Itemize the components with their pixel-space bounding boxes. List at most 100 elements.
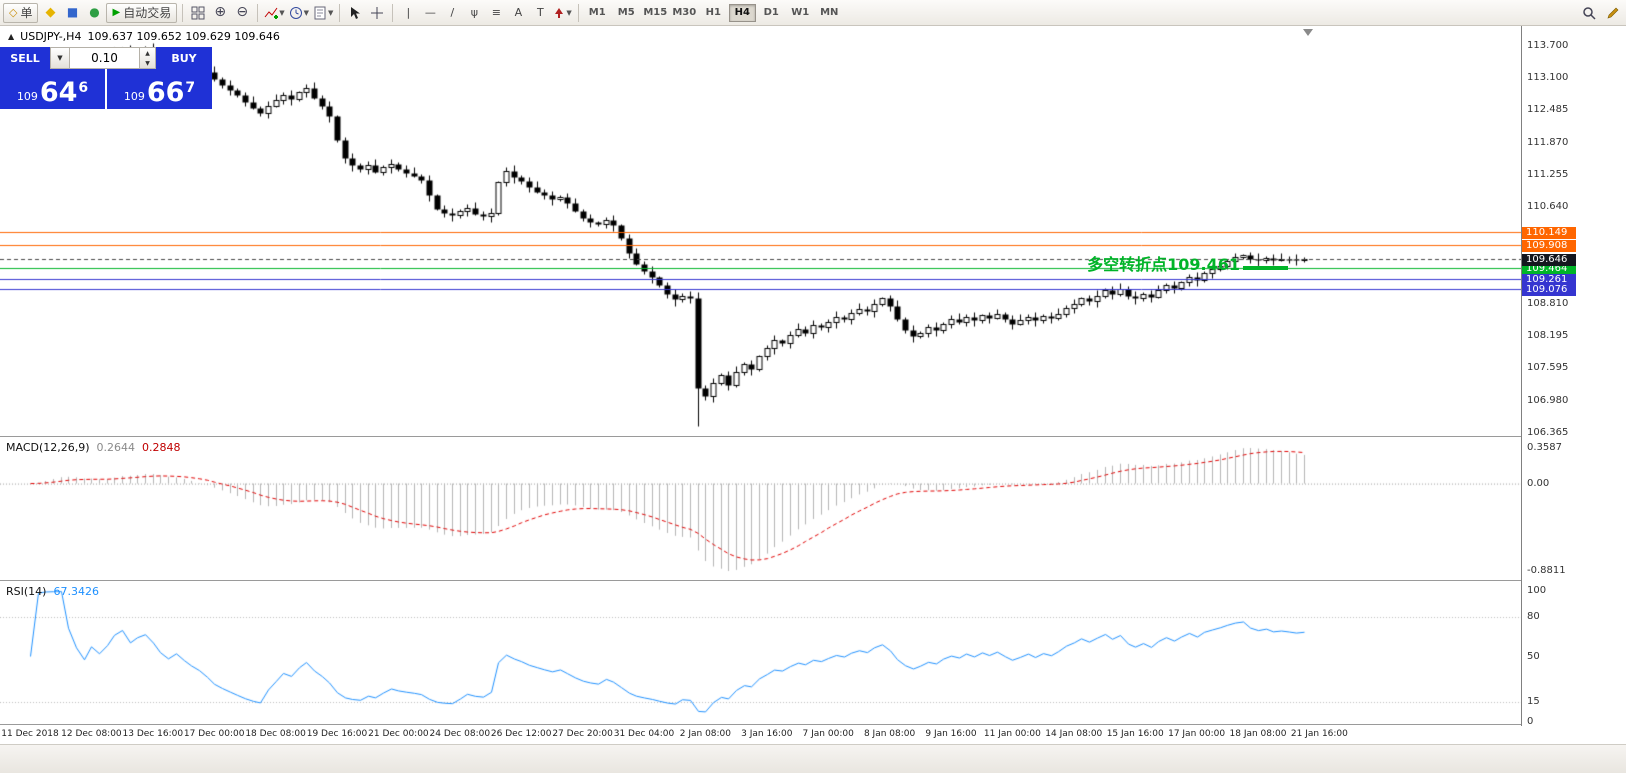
- text-label-tool[interactable]: T: [530, 3, 550, 23]
- charts-window-icon[interactable]: ■: [62, 3, 82, 23]
- timeframe-mn[interactable]: MN: [820, 7, 839, 18]
- level-price-tag: 109.076: [1522, 283, 1576, 296]
- sell-price-button[interactable]: 109 64 6: [0, 69, 105, 109]
- level-price-tag: 109.464: [1522, 262, 1576, 275]
- rsi-panel-canvas[interactable]: [0, 582, 1522, 724]
- pivot-highlight-line: [1243, 266, 1288, 270]
- timeframe-h4[interactable]: H4: [728, 3, 756, 22]
- toolbar-separator: [182, 3, 184, 22]
- time-label: 7 Jan 00:00: [802, 729, 854, 739]
- time-label: 18 Dec 08:00: [245, 729, 306, 739]
- time-axis[interactable]: 11 Dec 2018 12 Dec 08:00 13 Dec 16:00 17 De…: [0, 726, 1626, 744]
- rsi-scale-label: 0: [1527, 716, 1534, 727]
- pencil-icon: [1606, 6, 1620, 20]
- rsi-value: 67.3426: [53, 585, 99, 598]
- dropdown-arrow-icon: ▼: [279, 8, 285, 17]
- dropdown-arrow-icon: ▼: [303, 8, 309, 17]
- lot-dropdown-button[interactable]: ▼: [50, 47, 70, 69]
- edit-button[interactable]: [1603, 3, 1623, 23]
- macd-scale-label: -0.8811: [1527, 565, 1566, 576]
- globe-icon: ●: [89, 5, 100, 19]
- zoom-out-button[interactable]: ⊖: [232, 3, 252, 23]
- trendline-icon: /: [450, 6, 455, 19]
- panel-separator[interactable]: [0, 436, 1626, 437]
- time-label: 9 Jan 16:00: [925, 729, 977, 739]
- timeframe-m1[interactable]: M1: [588, 7, 606, 18]
- lot-decrease-button[interactable]: ▼: [145, 59, 150, 67]
- lot-size-input[interactable]: [70, 48, 139, 68]
- cursor-tool-button[interactable]: [345, 3, 365, 23]
- macd-signal-value: 0.2848: [142, 441, 181, 454]
- new-order-label: 单: [20, 6, 33, 20]
- pivot-annotation-text: 多空转折点109.461: [1087, 255, 1240, 274]
- panel-separator[interactable]: [0, 580, 1626, 581]
- autoscroll-marker-icon[interactable]: [1303, 29, 1313, 36]
- time-label: 14 Jan 08:00: [1045, 729, 1103, 739]
- timeframe-m5[interactable]: M5: [617, 7, 635, 18]
- time-label: 31 Dec 04:00: [613, 729, 675, 739]
- panel-separator[interactable]: [0, 724, 1626, 725]
- buy-price-button[interactable]: 109 66 7: [107, 69, 212, 109]
- timeframe-w1[interactable]: W1: [791, 7, 810, 18]
- dropdown-arrow-icon: ▼: [57, 54, 63, 62]
- axis-scale-label: 112.485: [1527, 103, 1569, 115]
- axis-scale-label: 107.595: [1527, 361, 1569, 373]
- axis-scale-label: 110.640: [1527, 200, 1569, 212]
- templates-button[interactable]: ▼: [312, 3, 334, 23]
- price-axis[interactable]: 113.700 113.100 112.485 111.870 111.255 110.6…: [1521, 26, 1626, 727]
- channel-tool[interactable]: ≡: [486, 3, 506, 23]
- toolbar-separator: [577, 3, 579, 22]
- timeframe-h1[interactable]: H1: [705, 7, 721, 18]
- macd-indicator-label: MACD(12,26,9) 0.2644 0.2848: [6, 441, 181, 454]
- time-label: 21 Dec 00:00: [368, 729, 429, 739]
- lot-increase-button[interactable]: ▲: [145, 49, 150, 57]
- text-tool[interactable]: A: [508, 3, 528, 23]
- arrow-shape-icon: [553, 7, 565, 19]
- vline-icon: |: [406, 6, 411, 19]
- zoom-in-icon: ⊕: [214, 4, 227, 20]
- diamond-icon: ◆: [45, 5, 56, 20]
- clock-icon: [289, 6, 303, 20]
- autotrading-button[interactable]: ▶ 自动交易: [106, 2, 178, 23]
- time-label: 21 Jan 16:00: [1290, 729, 1348, 739]
- macd-panel-canvas[interactable]: [0, 438, 1522, 580]
- zoom-out-icon: ⊖: [236, 4, 249, 20]
- fibonacci-tool[interactable]: ψ: [464, 3, 484, 23]
- tile-windows-button[interactable]: [188, 3, 208, 23]
- sell-price-big: 64: [39, 77, 78, 108]
- collapse-triangle-icon[interactable]: ▲: [8, 32, 15, 41]
- time-label: 18 Jan 08:00: [1229, 729, 1287, 739]
- periods-button[interactable]: ▼: [288, 3, 310, 23]
- price-chart-canvas[interactable]: [0, 26, 1522, 436]
- symbol-timeframe-label: USDJPY-,H4: [20, 30, 82, 43]
- horizontal-scrollbar[interactable]: [0, 744, 1626, 773]
- time-label: 13 Dec 16:00: [122, 729, 184, 739]
- ohlc-quote-label: 109.637 109.652 109.629 109.646: [87, 30, 280, 43]
- metaquotes-icon[interactable]: ◆: [40, 3, 60, 23]
- sell-price-pip: 6: [78, 80, 89, 96]
- timeframe-d1[interactable]: D1: [763, 7, 779, 18]
- time-label: 17 Dec 00:00: [183, 729, 245, 739]
- indicators-button[interactable]: ▼: [263, 3, 285, 23]
- trendline-tool[interactable]: /: [442, 3, 462, 23]
- crosshair-tool-button[interactable]: [367, 3, 387, 23]
- axis-scale-label: 113.700: [1527, 39, 1569, 51]
- rsi-scale-label: 100: [1527, 585, 1547, 596]
- macd-name: MACD(12,26,9): [6, 441, 90, 454]
- timeframe-m30[interactable]: M30: [672, 7, 697, 18]
- buy-button[interactable]: BUY: [156, 47, 212, 69]
- vertical-line-tool[interactable]: |: [398, 3, 418, 23]
- axis-scale-label: 108.810: [1527, 297, 1569, 309]
- timeframe-m15[interactable]: M15: [643, 7, 668, 18]
- market-watch-icon[interactable]: ●: [84, 3, 104, 23]
- horizontal-line-tool[interactable]: —: [420, 3, 440, 23]
- new-order-button[interactable]: ◇ 单: [3, 2, 39, 23]
- arrows-tool[interactable]: ▼: [552, 3, 572, 23]
- sell-button[interactable]: SELL: [0, 47, 50, 69]
- zoom-in-button[interactable]: ⊕: [210, 3, 230, 23]
- time-label: 12 Dec 08:00: [61, 729, 122, 739]
- search-button[interactable]: [1579, 3, 1599, 23]
- axis-scale-label: 106.365: [1527, 426, 1569, 438]
- lot-size-field: [70, 47, 140, 69]
- time-label: 11 Dec 2018: [1, 729, 59, 739]
